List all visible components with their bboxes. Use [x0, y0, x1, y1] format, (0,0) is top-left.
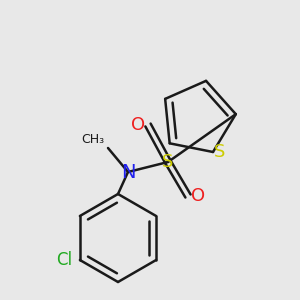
Text: Cl: Cl: [56, 251, 72, 269]
Text: S: S: [214, 143, 226, 161]
Text: S: S: [162, 153, 174, 171]
Text: N: N: [121, 163, 135, 182]
Text: O: O: [131, 116, 145, 134]
Text: CH₃: CH₃: [81, 133, 104, 146]
Text: O: O: [191, 187, 205, 205]
